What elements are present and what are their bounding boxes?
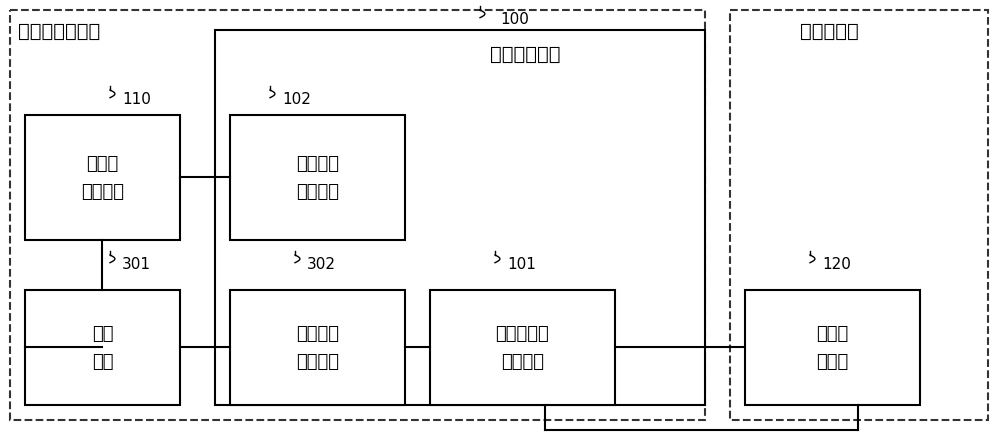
Text: 120: 120 (822, 257, 851, 272)
Text: 302: 302 (307, 257, 336, 272)
Text: 转换模块: 转换模块 (296, 182, 339, 200)
Text: 电源管理模块: 电源管理模块 (490, 45, 560, 64)
Text: 编码器电源: 编码器电源 (496, 324, 549, 343)
Bar (430, 290, 615, 405)
Text: 控制模块: 控制模块 (296, 353, 339, 371)
Bar (230, 115, 405, 240)
Bar (230, 290, 405, 405)
Text: 转换模块: 转换模块 (501, 353, 544, 371)
Bar (730, 10, 988, 420)
Text: 301: 301 (122, 257, 151, 272)
Text: 机器人控制系统: 机器人控制系统 (18, 22, 100, 41)
Bar (215, 30, 705, 405)
Text: 电源转换: 电源转换 (296, 324, 339, 343)
Text: 100: 100 (500, 12, 529, 27)
Text: 编码器: 编码器 (816, 353, 849, 371)
Bar (10, 10, 705, 420)
Text: 机器人本体: 机器人本体 (800, 22, 859, 41)
Text: 机器人: 机器人 (86, 155, 119, 172)
Text: 102: 102 (282, 92, 311, 107)
Text: 拨码: 拨码 (92, 324, 113, 343)
Bar (25, 290, 180, 405)
Bar (25, 115, 180, 240)
Text: 其他电源: 其他电源 (296, 155, 339, 172)
Text: 110: 110 (122, 92, 151, 107)
Text: 101: 101 (507, 257, 536, 272)
Text: 控制芯片: 控制芯片 (81, 182, 124, 200)
Bar (745, 290, 920, 405)
Text: 机器人: 机器人 (816, 324, 849, 343)
Text: 开关: 开关 (92, 353, 113, 371)
